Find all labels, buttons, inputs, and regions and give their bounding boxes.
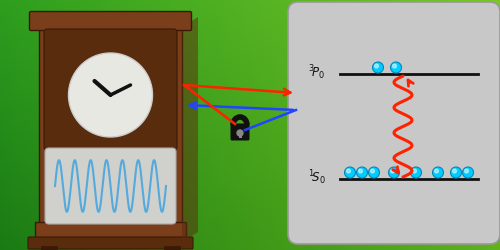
Circle shape [370,169,374,173]
Circle shape [432,167,444,178]
Polygon shape [182,17,198,242]
FancyBboxPatch shape [45,148,176,224]
Circle shape [412,169,416,173]
Circle shape [390,169,394,173]
Bar [39,27,182,242]
Bar [164,246,180,250]
Circle shape [372,62,384,73]
Circle shape [464,169,468,173]
FancyBboxPatch shape [28,237,193,249]
FancyBboxPatch shape [30,12,192,30]
Circle shape [462,167,473,178]
Circle shape [434,169,438,173]
Circle shape [356,167,368,178]
Bar [35,222,186,242]
Circle shape [392,64,396,68]
FancyBboxPatch shape [230,124,250,140]
Circle shape [452,169,456,173]
Bar [238,133,242,138]
Ellipse shape [68,53,152,137]
Text: $^1\!S_0$: $^1\!S_0$ [308,169,326,187]
Circle shape [358,169,362,173]
Circle shape [450,167,462,178]
Circle shape [344,167,356,178]
Circle shape [374,64,378,68]
Circle shape [237,130,243,136]
Bar [41,246,57,250]
Circle shape [368,167,380,178]
Circle shape [410,167,422,178]
Circle shape [346,169,350,173]
Circle shape [388,167,400,178]
FancyBboxPatch shape [44,29,177,150]
Text: $^3\!P_0$: $^3\!P_0$ [308,64,326,82]
FancyBboxPatch shape [288,2,500,244]
Circle shape [390,62,402,73]
